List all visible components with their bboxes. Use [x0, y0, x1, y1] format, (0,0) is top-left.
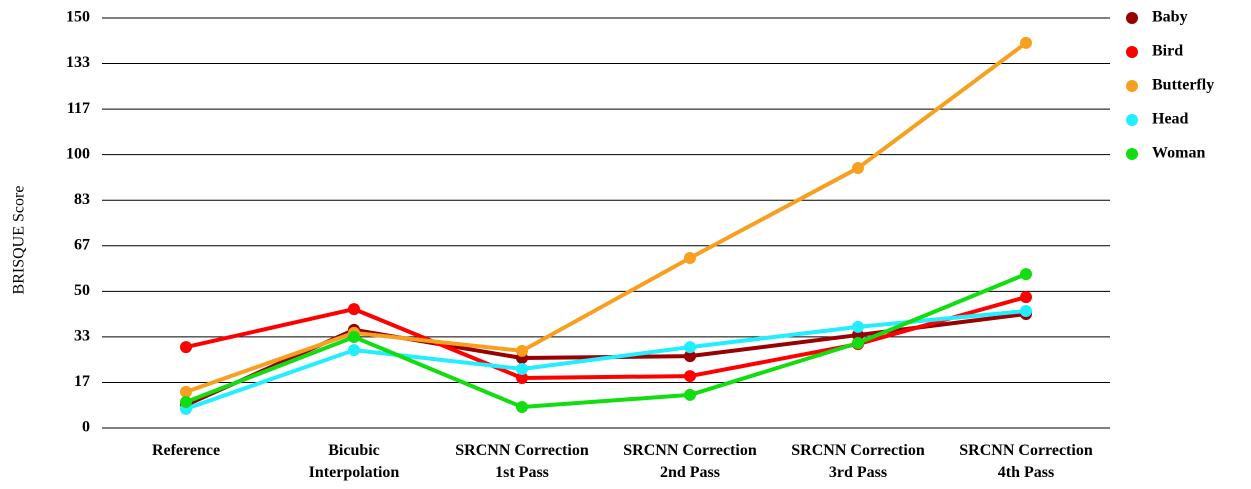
y-tick-label: 117 — [67, 100, 90, 117]
y-tick-label: 133 — [66, 54, 90, 71]
data-point — [516, 344, 528, 357]
y-tick-label: 17 — [74, 373, 90, 390]
x-tick-label: SRCNN Correction 2nd Pass — [623, 442, 757, 481]
x-tick-label: Bicubic Interpolation — [308, 442, 400, 481]
y-tick-label: 67 — [74, 236, 90, 253]
y-tick-label: 0 — [82, 419, 90, 436]
data-point — [348, 344, 360, 357]
series-line — [185, 41, 1028, 394]
legend-label: Baby — [1152, 9, 1188, 26]
data-point — [684, 341, 696, 354]
y-axis-label: BRISQUE Score — [11, 186, 28, 295]
data-point — [684, 370, 696, 383]
data-point — [684, 388, 696, 401]
legend-marker — [1126, 114, 1138, 126]
data-point — [1020, 268, 1032, 281]
data-point — [1020, 36, 1032, 49]
x-tick-label: SRCNN Correction 4th Pass — [959, 442, 1093, 481]
data-point — [348, 330, 360, 343]
legend-label: Head — [1152, 111, 1189, 128]
legend-marker — [1126, 148, 1138, 160]
series-line — [185, 309, 1027, 411]
data-point — [348, 303, 360, 316]
legend-marker — [1126, 80, 1138, 92]
series-line — [185, 295, 1027, 380]
data-point — [516, 400, 528, 413]
data-point — [1020, 305, 1032, 318]
y-tick-label: 150 — [66, 9, 90, 26]
legend-label: Butterfly — [1152, 77, 1214, 94]
y-tick-label: 50 — [74, 282, 90, 299]
y-tick-label: 100 — [66, 145, 90, 162]
legend-label: Woman — [1152, 145, 1205, 162]
data-point — [684, 251, 696, 264]
x-tick-label: SRCNN Correction 1st Pass — [455, 442, 589, 481]
x-tick-label: Reference — [151, 442, 221, 459]
data-point — [684, 350, 696, 363]
data-point — [852, 320, 864, 333]
legend-marker — [1126, 46, 1138, 58]
data-point — [852, 336, 864, 349]
data-point — [1020, 291, 1032, 304]
y-tick-label: 83 — [74, 191, 90, 208]
data-point — [180, 341, 192, 354]
data-point — [180, 396, 192, 409]
legend-label: Bird — [1152, 43, 1183, 60]
series-line — [185, 272, 1027, 409]
data-point — [852, 162, 864, 175]
data-point — [516, 371, 528, 384]
legend-marker — [1126, 12, 1138, 24]
data-point — [516, 362, 528, 375]
x-tick-label: SRCNN Correction 3rd Pass — [791, 442, 925, 481]
data-point — [180, 385, 192, 398]
y-tick-label: 33 — [74, 328, 90, 345]
